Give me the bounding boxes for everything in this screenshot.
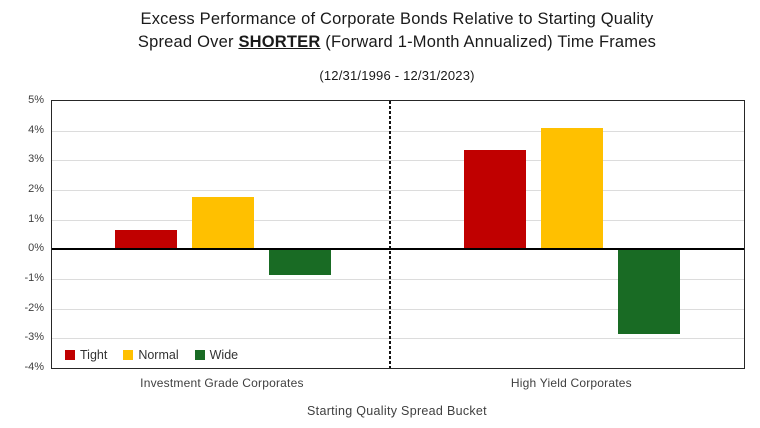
bar-wide-investment-grade-corporates	[268, 249, 331, 275]
x-category-label-high-yield: High Yield Corporates	[510, 376, 632, 390]
title-emphasis-shorter: SHORTER	[238, 33, 321, 51]
gridline--1	[52, 279, 744, 280]
y-tick-label-5: 5%	[28, 94, 44, 106]
y-tick-label-3: 3%	[28, 153, 44, 166]
legend-item-normal: Normal	[123, 348, 179, 362]
gridline--2	[52, 308, 744, 310]
y-tick-label--2: -2%	[24, 301, 44, 314]
y-tick-label--3: -3%	[24, 331, 44, 344]
legend-label-wide: Wide	[209, 348, 239, 362]
zero-axis-line	[52, 248, 744, 251]
title-line-2-pre: Spread Over	[137, 33, 239, 51]
gridline-3	[52, 160, 744, 162]
legend-item-tight: Tight	[65, 348, 107, 362]
bar-normal-investment-grade-corporates	[191, 197, 254, 250]
bar-tight-high-yield-corporates	[464, 149, 527, 250]
chart-legend: Tight Normal Wide	[65, 348, 238, 362]
y-tick-label-2: 2%	[28, 183, 44, 195]
gridline-2	[52, 190, 744, 191]
bar-normal-high-yield-corporates	[541, 127, 604, 250]
y-axis-labels: 5% 4% 3% 2% 1% 0% -1% -2% -3% -4%	[0, 94, 44, 373]
plot-area: Tight Normal Wide	[51, 100, 745, 369]
group-divider-dotted-line	[389, 101, 391, 368]
legend-swatch-wide	[194, 350, 205, 360]
x-axis-title: Starting Quality Spread Bucket	[307, 404, 487, 418]
y-tick-label--4: -4%	[24, 361, 44, 373]
chart-subtitle-date-range: (12/31/1996 - 12/31/2023)	[319, 68, 475, 83]
gridline--3	[52, 338, 744, 340]
y-tick-label-4: 4%	[28, 123, 44, 136]
y-tick-label-0: 0%	[28, 242, 44, 255]
title-line-2: Spread Over SHORTER (Forward 1-Month Ann…	[34, 31, 760, 54]
bar-tight-investment-grade-corporates	[114, 230, 177, 250]
chart-title: Excess Performance of Corporate Bonds Re…	[34, 8, 760, 54]
legend-swatch-normal	[123, 350, 134, 360]
gridline-1	[52, 219, 744, 221]
legend-label-normal: Normal	[138, 348, 179, 362]
legend-item-wide: Wide	[194, 348, 239, 362]
x-category-label-investment-grade: Investment Grade Corporates	[140, 376, 304, 390]
title-line-1: Excess Performance of Corporate Bonds Re…	[140, 10, 654, 28]
gridline-4	[52, 130, 744, 132]
y-tick-label--1: -1%	[24, 272, 44, 284]
y-tick-label-1: 1%	[28, 212, 44, 225]
title-line-2-post: (Forward 1-Month Annualized) Time Frames	[320, 33, 657, 51]
legend-label-tight: Tight	[80, 348, 108, 362]
legend-swatch-tight	[65, 350, 75, 360]
bar-wide-high-yield-corporates	[618, 249, 681, 334]
